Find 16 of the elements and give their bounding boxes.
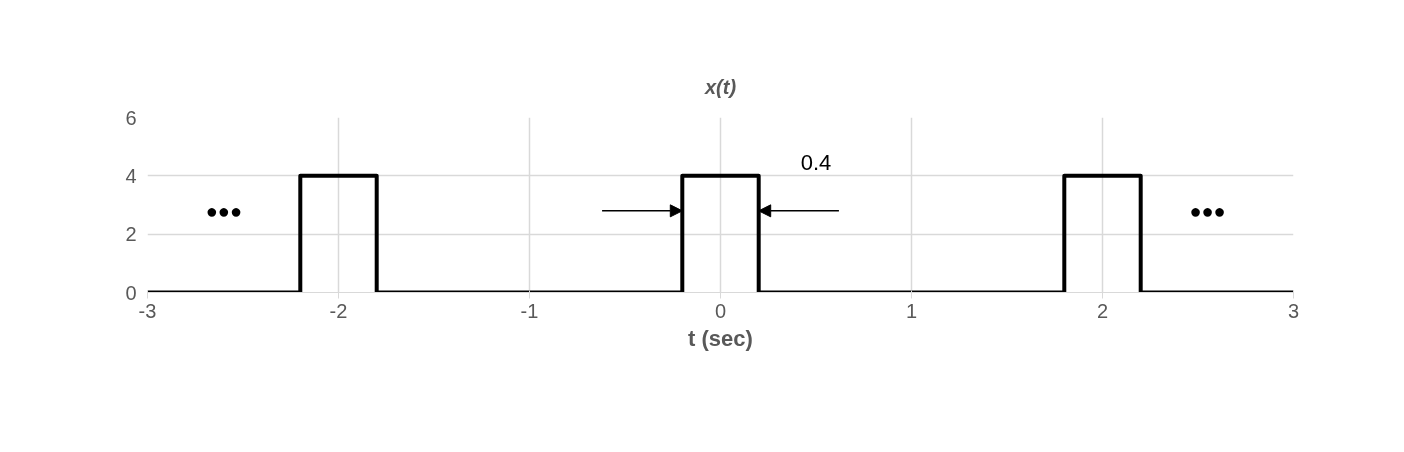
y-tick-label: 6 xyxy=(125,106,137,129)
annotation: ●●● xyxy=(1189,199,1226,222)
x-tick-label: 1 xyxy=(905,299,918,322)
x-tick-label: -2 xyxy=(329,299,348,322)
y-tick-label: 4 xyxy=(125,164,137,187)
x-tick-label: 2 xyxy=(1096,299,1109,322)
x-tick-label: -1 xyxy=(520,299,539,322)
y-tick-label: 2 xyxy=(125,223,137,246)
x-tick-label: 3 xyxy=(1287,299,1300,322)
x-tick-label: 0 xyxy=(714,299,727,322)
y-tick-label: 0 xyxy=(125,281,137,304)
x-tick-label: -3 xyxy=(138,299,157,322)
chart-title: x(t) xyxy=(703,75,737,98)
annotation: 0.4 xyxy=(800,150,832,175)
annotation: ●●● xyxy=(205,199,243,222)
x-axis-title: t (sec) xyxy=(688,325,753,351)
